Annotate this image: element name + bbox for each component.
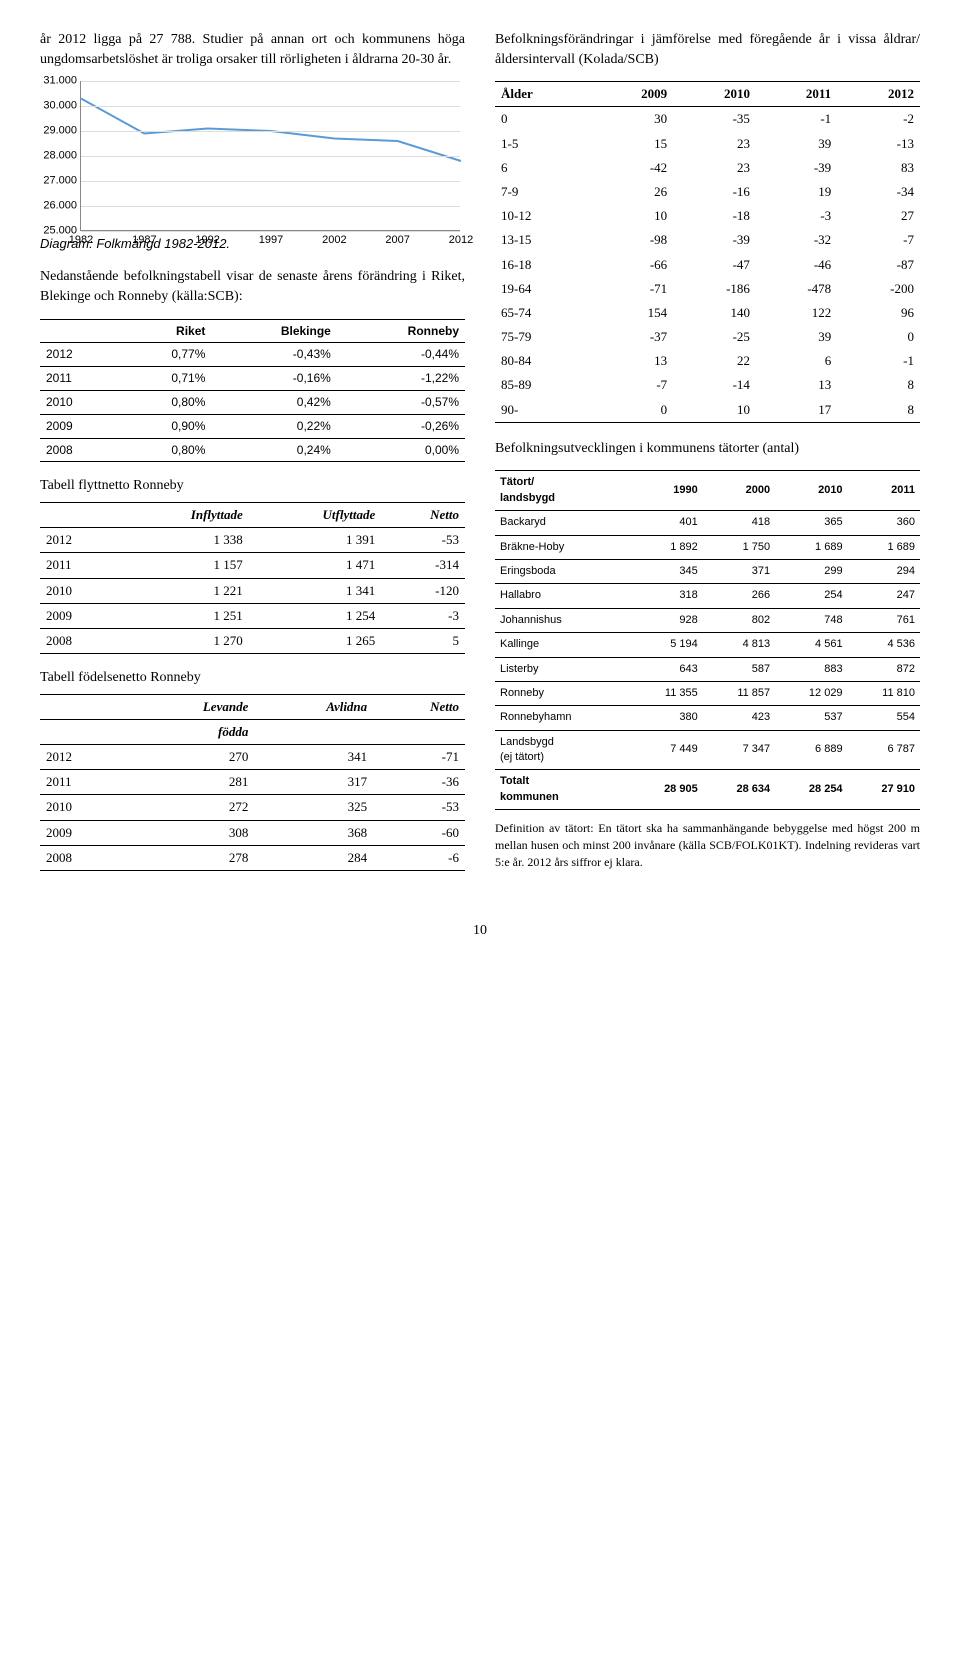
table-row: 20080,80%0,24%0,00% [40, 438, 465, 462]
table-header: Inflyttade [118, 502, 249, 527]
table-row: 80-8413226-1 [495, 349, 920, 373]
table-row: Totalt kommunen28 90528 63428 25427 910 [495, 770, 920, 810]
table-row: 75-79-37-25390 [495, 325, 920, 349]
y-axis-tick: 28.000 [41, 148, 77, 163]
table-header [373, 719, 465, 744]
y-axis-tick: 27.000 [41, 173, 77, 188]
table-row: Bräkne-Hoby1 8921 7501 6891 689 [495, 535, 920, 559]
y-axis-tick: 30.000 [41, 98, 77, 113]
table-header: Netto [381, 502, 465, 527]
table-header: 2010 [673, 82, 756, 107]
table-row: 65-7415414012296 [495, 301, 920, 325]
y-axis-tick: 26.000 [41, 198, 77, 213]
table-row: 7-926-1619-34 [495, 180, 920, 204]
age-interval-table: Ålder2009201020112012 030-35-1-21-515233… [495, 81, 920, 423]
table-header: Ronneby [337, 319, 465, 343]
x-axis-tick: 1997 [259, 233, 283, 248]
table-header: 2012 [837, 82, 920, 107]
table-header [40, 319, 118, 343]
table-row: 2008278284-6 [40, 845, 465, 870]
tatort-heading: Befolkningsutvecklingen i kommunens täto… [495, 439, 920, 459]
table-row: 10-1210-18-327 [495, 204, 920, 228]
intro-paragraph: år 2012 ligga på 27 788. Studier på anna… [40, 30, 465, 69]
table-header: 2000 [703, 471, 775, 511]
table-row: Johannishus928802748761 [495, 608, 920, 632]
x-axis-tick: 1987 [132, 233, 156, 248]
table-row: Ronneby11 35511 85712 02911 810 [495, 681, 920, 705]
flytt-table: InflyttadeUtflyttadeNetto 20121 3381 391… [40, 502, 465, 654]
table-row: 20120,77%-0,43%-0,44% [40, 343, 465, 367]
table-row: 19-64-71-186-478-200 [495, 277, 920, 301]
table-row: Backaryd401418365360 [495, 511, 920, 535]
flytt-heading: Tabell flyttnetto Ronneby [40, 476, 465, 496]
tatort-footnote: Definition av tätort: En tätort ska ha s… [495, 820, 920, 870]
table-row: 20111 1571 471-314 [40, 553, 465, 578]
table-header: 1990 [630, 471, 702, 511]
table-header: 2009 [590, 82, 673, 107]
table-row: 13-15-98-39-32-7 [495, 228, 920, 252]
table-header: Netto [373, 694, 465, 719]
table-header: Ålder [495, 82, 590, 107]
table-row: Hallabro318266254247 [495, 584, 920, 608]
table-row: 16-18-66-47-46-87 [495, 253, 920, 277]
table-header: födda [125, 719, 254, 744]
fodelse-table: LevandeAvlidnaNetto födda 2012270341-712… [40, 694, 465, 871]
table-row: 20110,71%-0,16%-1,22% [40, 367, 465, 391]
table-header: Avlidna [254, 694, 373, 719]
table-header: Riket [118, 319, 211, 343]
table-row: 20101 2211 341-120 [40, 578, 465, 603]
age-intro-paragraph: Befolkningsförändringar i jämförelse med… [495, 30, 920, 69]
table-header: 2011 [848, 471, 920, 511]
x-axis-tick: 2012 [449, 233, 473, 248]
table-row: 85-89-7-14138 [495, 373, 920, 397]
table-row: 20090,90%0,22%-0,26% [40, 414, 465, 438]
table-row: Ronnebyhamn380423537554 [495, 706, 920, 730]
tatort-table: Tätort/ landsbygd1990200020102011 Backar… [495, 470, 920, 810]
y-axis-tick: 31.000 [41, 73, 77, 88]
population-change-table: RiketBlekingeRonneby 20120,77%-0,43%-0,4… [40, 319, 465, 463]
page-number: 10 [40, 921, 920, 941]
table-header [40, 719, 125, 744]
table-row: 90-010178 [495, 398, 920, 423]
y-axis-tick: 29.000 [41, 123, 77, 138]
table-row: 20091 2511 254-3 [40, 603, 465, 628]
table-header [254, 719, 373, 744]
x-axis-tick: 1992 [195, 233, 219, 248]
table-header: Levande [125, 694, 254, 719]
table-header: 2010 [775, 471, 847, 511]
table-row: Listerby643587883872 [495, 657, 920, 681]
table-row: Kallinge5 1944 8134 5614 536 [495, 633, 920, 657]
table-row: 20100,80%0,42%-0,57% [40, 390, 465, 414]
table-row: 1-5152339-13 [495, 132, 920, 156]
table-header: Utflyttade [249, 502, 381, 527]
table-row: Landsbygd (ej tätort)7 4497 3476 8896 78… [495, 730, 920, 770]
pop-table-intro: Nedanstående befolkningstabell visar de … [40, 267, 465, 306]
table-row: 2011281317-36 [40, 770, 465, 795]
table-row: 2009308368-60 [40, 820, 465, 845]
table-header: 2011 [756, 82, 837, 107]
table-row: 6-4223-3983 [495, 156, 920, 180]
fodelse-heading: Tabell födelsenetto Ronneby [40, 668, 465, 688]
table-header: Tätort/ landsbygd [495, 471, 630, 511]
population-chart: 31.00030.00029.00028.00027.00026.00025.0… [40, 81, 465, 231]
table-header [40, 694, 125, 719]
x-axis-tick: 1982 [69, 233, 93, 248]
table-row: 2012270341-71 [40, 745, 465, 770]
table-header: Blekinge [211, 319, 336, 343]
table-header [40, 502, 118, 527]
table-row: 20121 3381 391-53 [40, 528, 465, 553]
table-row: 2010272325-53 [40, 795, 465, 820]
table-row: 20081 2701 2655 [40, 628, 465, 653]
table-row: 030-35-1-2 [495, 107, 920, 132]
x-axis-tick: 2007 [385, 233, 409, 248]
table-row: Eringsboda345371299294 [495, 559, 920, 583]
x-axis-tick: 2002 [322, 233, 346, 248]
